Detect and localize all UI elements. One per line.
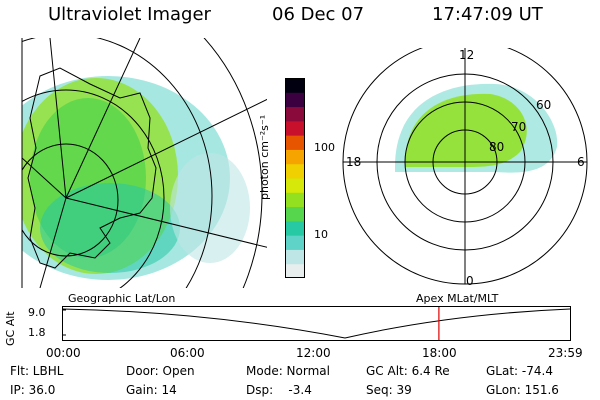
timeline-x-tick-0000: 00:00 [46,346,81,360]
polar-plot [342,48,588,285]
colorbar-step [285,120,305,136]
observation-date: 06 Dec 07 [272,4,365,25]
timeline-x-tick-1200: 12:00 [296,346,331,360]
colorbar-step [285,220,305,236]
status-dsp: Dsp: -3.4 [246,383,312,397]
status-glat: GLat: -74.4 [486,364,553,378]
colorbar-step [285,206,305,222]
colorbar-step [285,106,305,122]
timeline-y-tick-max: 9.0 [28,306,46,319]
colorbar-step [285,263,305,278]
status-gc-alt: GC Alt: 6.4 Re [366,364,450,378]
mlt-label-0: 0 [466,274,474,288]
apex-caption: Apex MLat/MLT [416,292,499,305]
colorbar-tick-100: 100 [314,141,335,154]
mlat-label-80: 80 [489,140,505,154]
timeline-x-tick-0600: 06:00 [170,346,205,360]
aurora-edge [170,153,250,263]
colorbar-step [285,163,305,179]
colorbar-step [285,92,305,108]
status-glon: GLon: 151.6 [486,383,559,397]
colorbar-step [285,192,305,208]
colorbar-step [285,78,305,93]
mlat-label-70: 70 [511,120,527,134]
aurora-lower [40,183,180,273]
colorbar [285,78,305,278]
timeline-y-tick-min: 1.8 [28,326,46,339]
timeline-x-tick-2359: 23:59 [548,346,583,360]
altitude-curve [62,308,571,339]
geographic-caption: Geographic Lat/Lon [68,292,176,305]
observation-time: 17:47:09 UT [432,4,543,25]
timeline-frame [62,306,571,341]
coastline [27,67,157,269]
mlt-label-18: 18 [346,155,362,169]
status-ip: IP: 36.0 [10,383,56,397]
colorbar-step [285,135,305,150]
status-door: Door: Open [126,364,195,378]
colorbar-step [285,235,305,250]
colorbar-step [285,249,305,265]
colorbar-tick-10: 10 [314,228,328,241]
colorbar-step [285,178,305,193]
mlt-label-6: 6 [577,155,585,169]
status-filter: Flt: LBHL [10,364,64,378]
instrument-title: Ultraviolet Imager [48,4,211,25]
geographic-image [21,38,267,288]
mlat-label-60: 60 [536,98,552,112]
status-seq: Seq: 39 [366,383,412,397]
timeline-x-tick-1800: 18:00 [422,346,457,360]
status-gain: Gain: 14 [126,383,177,397]
mlt-label-12: 12 [459,48,475,62]
colorbar-step [285,149,305,165]
status-mode: Mode: Normal [246,364,330,378]
